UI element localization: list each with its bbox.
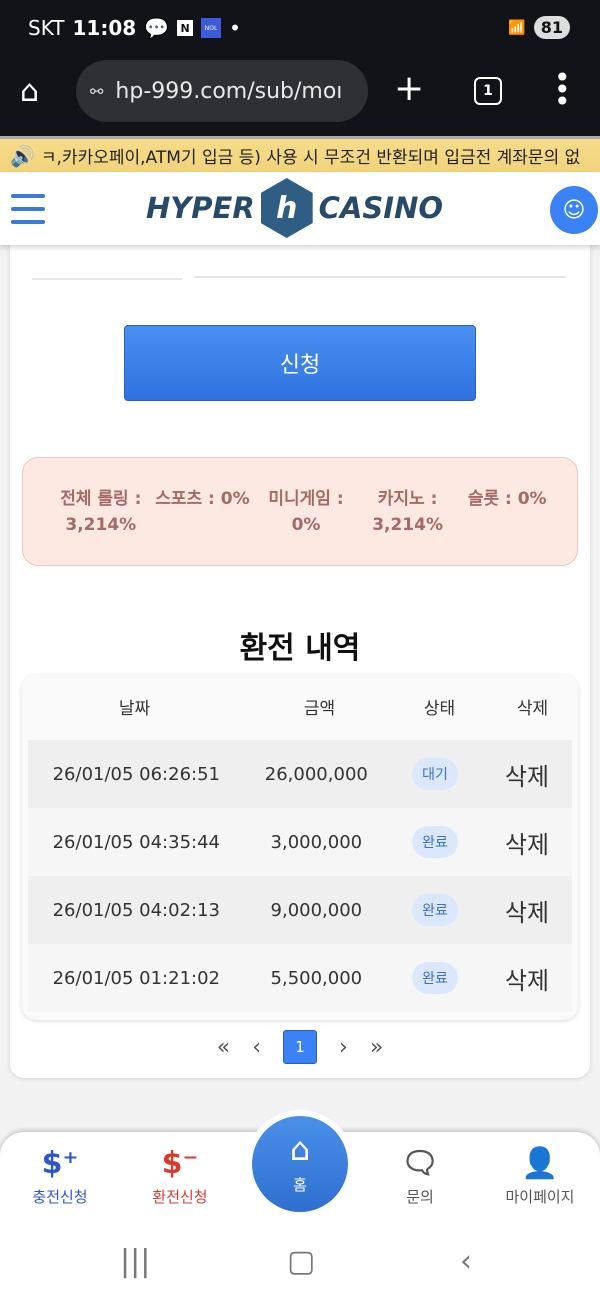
delete-button[interactable]: 삭제	[504, 830, 550, 859]
table-header: 날짜 금액 상태 삭제	[22, 675, 578, 737]
browser-home-icon[interactable]: ⌂	[20, 74, 40, 109]
menu-icon[interactable]	[11, 194, 45, 233]
status-right: 📶 81	[508, 16, 570, 39]
site-header: HYPER h CASINO ☺	[0, 172, 600, 245]
page-1-button[interactable]: 1	[283, 1030, 317, 1064]
rolling-slot: 슬롯 : 0%	[467, 489, 547, 509]
table-row: 26/01/05 06:26:51 26,000,000 대기 삭제	[28, 740, 572, 808]
speaker-icon: 🔊	[10, 143, 35, 168]
nol-icon: NOL	[201, 18, 222, 38]
notice-marquee: 🔊 ㅋ,카카오페이,ATM기 입금 등) 사용 시 무조건 반환되며 입금전 계…	[0, 136, 600, 172]
nav-mypage[interactable]: 👤 마이페이지	[480, 1146, 600, 1207]
logo-text-right: CASINO	[318, 191, 443, 225]
nav-label: 마이페이지	[505, 1188, 575, 1206]
nav-label: 충전신청	[32, 1188, 88, 1206]
table-row: 26/01/05 01:21:02 5,500,000 완료 삭제	[28, 944, 572, 1012]
home-system-icon[interactable]: ▢	[287, 1244, 316, 1279]
last-page-button[interactable]: »	[369, 1034, 384, 1060]
nav-deposit[interactable]: $⁺ 충전신청	[0, 1146, 120, 1207]
status-badge: 완료	[412, 894, 458, 926]
first-page-button[interactable]: «	[216, 1034, 231, 1060]
dollar-plus-icon: $⁺	[41, 1146, 79, 1181]
column-delete: 삭제	[516, 698, 549, 719]
next-page-button[interactable]: ›	[339, 1034, 348, 1060]
naver-icon: N	[177, 20, 194, 36]
nav-withdraw[interactable]: $⁻ 환전신청	[120, 1146, 240, 1207]
browser-chrome: SKT 11:08 💬 N NOL • 📶 81 ⌂ ⚯ hp-999.com/…	[0, 0, 600, 136]
column-date: 날짜	[118, 698, 151, 719]
logo[interactable]: HYPER h CASINO	[146, 178, 443, 238]
back-icon[interactable]: ‹	[460, 1244, 472, 1279]
recents-icon[interactable]: |||	[120, 1244, 151, 1279]
bottom-nav: $⁺ 충전신청 $⁻ 환전신청 ⌂ 홈 🗨 문의 👤 마이페이지	[0, 1116, 600, 1232]
support-agent-icon[interactable]: ☺	[550, 186, 598, 234]
logo-text-left: HYPER	[146, 191, 255, 225]
notice-text: ㅋ,카카오페이,ATM기 입금 등) 사용 시 무조건 반환되며 입금전 계좌문…	[40, 148, 581, 168]
status-badge: 완료	[412, 826, 458, 858]
delete-button[interactable]: 삭제	[504, 762, 550, 791]
exchange-card: 신청 전체 롤링 :3,214% 스포츠 : 0% 미니게임 :0% 카지노 :…	[10, 240, 590, 1078]
dollar-minus-icon: $⁻	[161, 1146, 199, 1181]
url-bar[interactable]: ⚯ hp-999.com/sub/moı	[76, 60, 368, 122]
row-amount: 26,000,000	[264, 763, 368, 785]
rolling-total: 전체 롤링 :3,214%	[60, 489, 142, 535]
nav-inquiry[interactable]: 🗨 문의	[360, 1146, 480, 1207]
dot-icon: •	[229, 16, 241, 40]
more-menu-icon[interactable]: • • •	[554, 61, 571, 118]
column-amount: 금액	[303, 698, 336, 719]
battery-level: 81	[533, 16, 570, 39]
site-settings-icon[interactable]: ⚯	[90, 81, 104, 101]
url-text: hp-999.com/sub/moı	[115, 78, 343, 104]
status-badge: 완료	[412, 962, 458, 994]
rolling-summary: 전체 롤링 :3,214% 스포츠 : 0% 미니게임 :0% 카지노 :3,2…	[22, 457, 578, 566]
row-date: 26/01/05 01:21:02	[52, 967, 220, 989]
rolling-sports: 스포츠 : 0%	[155, 489, 250, 509]
pagination: « ‹ 1 › »	[10, 1030, 590, 1064]
logo-mark: h	[260, 178, 313, 238]
row-date: 26/01/05 04:35:44	[52, 831, 220, 853]
table-row: 26/01/05 04:35:44 3,000,000 완료 삭제	[28, 808, 572, 876]
input-underline	[32, 278, 182, 280]
delete-button[interactable]: 삭제	[504, 966, 550, 995]
clock: 11:08	[72, 16, 137, 40]
nav-label: 홈	[293, 1176, 307, 1194]
tab-count-button[interactable]: 1	[474, 77, 502, 105]
rolling-casino: 카지노 :3,214%	[372, 489, 443, 535]
nav-label: 문의	[406, 1188, 434, 1206]
row-date: 26/01/05 06:26:51	[52, 763, 220, 785]
rolling-minigame: 미니게임 :0%	[268, 489, 344, 535]
new-tab-icon[interactable]: +	[394, 68, 425, 109]
row-amount: 3,000,000	[270, 831, 363, 853]
row-amount: 9,000,000	[270, 899, 363, 921]
home-icon: ⌂	[289, 1130, 311, 1168]
chat-icon: 🗨	[400, 1146, 440, 1181]
talk-icon: 💬	[144, 16, 170, 40]
column-status: 상태	[423, 698, 456, 719]
status-badge: 대기	[412, 758, 458, 790]
carrier: SKT	[28, 16, 65, 40]
nav-label: 환전신청	[152, 1188, 208, 1206]
nav-home[interactable]: ⌂ 홈	[252, 1116, 348, 1212]
prev-page-button[interactable]: ‹	[252, 1034, 261, 1060]
history-table: 날짜 금액 상태 삭제 26/01/05 06:26:51 26,000,000…	[22, 675, 578, 1020]
table-row: 26/01/05 04:02:13 9,000,000 완료 삭제	[28, 876, 572, 944]
user-icon: 👤	[521, 1146, 559, 1181]
system-nav: ||| ▢ ‹	[0, 1232, 600, 1300]
row-amount: 5,500,000	[270, 967, 363, 989]
delete-button[interactable]: 삭제	[504, 898, 550, 927]
history-title: 환전 내역	[239, 631, 361, 666]
status-left: SKT 11:08 💬 N NOL •	[28, 16, 241, 40]
wifi-icon: 📶	[508, 19, 526, 36]
row-date: 26/01/05 04:02:13	[52, 899, 220, 921]
input-underline	[194, 276, 566, 278]
submit-button[interactable]: 신청	[124, 325, 476, 401]
